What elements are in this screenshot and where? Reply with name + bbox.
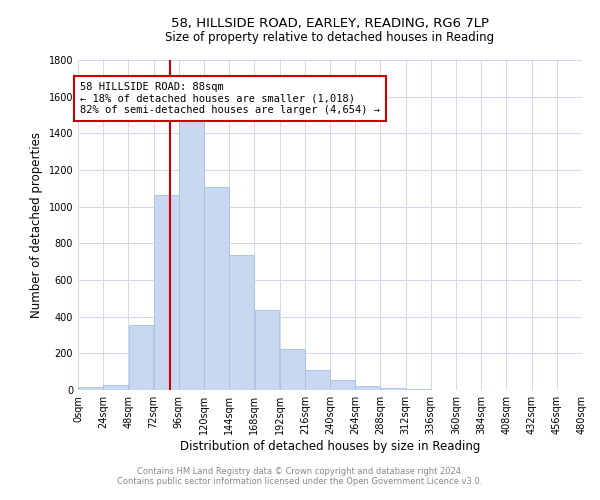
Bar [406, 389, 431, 390]
Bar [154, 194, 179, 390]
Bar [78, 387, 103, 390]
Bar [380, 388, 406, 390]
X-axis label: Distribution of detached houses by size in Reading: Distribution of detached houses by size … [180, 440, 480, 452]
Bar [254, 310, 280, 390]
Bar [103, 384, 128, 390]
Text: Contains public sector information licensed under the Open Government Licence v3: Contains public sector information licen… [118, 477, 482, 486]
Y-axis label: Number of detached properties: Number of detached properties [30, 132, 43, 318]
Text: 58 HILLSIDE ROAD: 88sqm
← 18% of detached houses are smaller (1,018)
82% of semi: 58 HILLSIDE ROAD: 88sqm ← 18% of detache… [80, 82, 380, 115]
Bar [280, 349, 305, 390]
Bar [204, 186, 229, 390]
Text: Size of property relative to detached houses in Reading: Size of property relative to detached ho… [166, 31, 494, 44]
Text: 58, HILLSIDE ROAD, EARLEY, READING, RG6 7LP: 58, HILLSIDE ROAD, EARLEY, READING, RG6 … [171, 18, 489, 30]
Text: Contains HM Land Registry data © Crown copyright and database right 2024.: Contains HM Land Registry data © Crown c… [137, 467, 463, 476]
Bar [305, 370, 330, 390]
Bar [355, 386, 380, 390]
Bar [128, 325, 154, 390]
Bar [330, 380, 355, 390]
Bar [179, 120, 204, 390]
Bar [229, 255, 254, 390]
